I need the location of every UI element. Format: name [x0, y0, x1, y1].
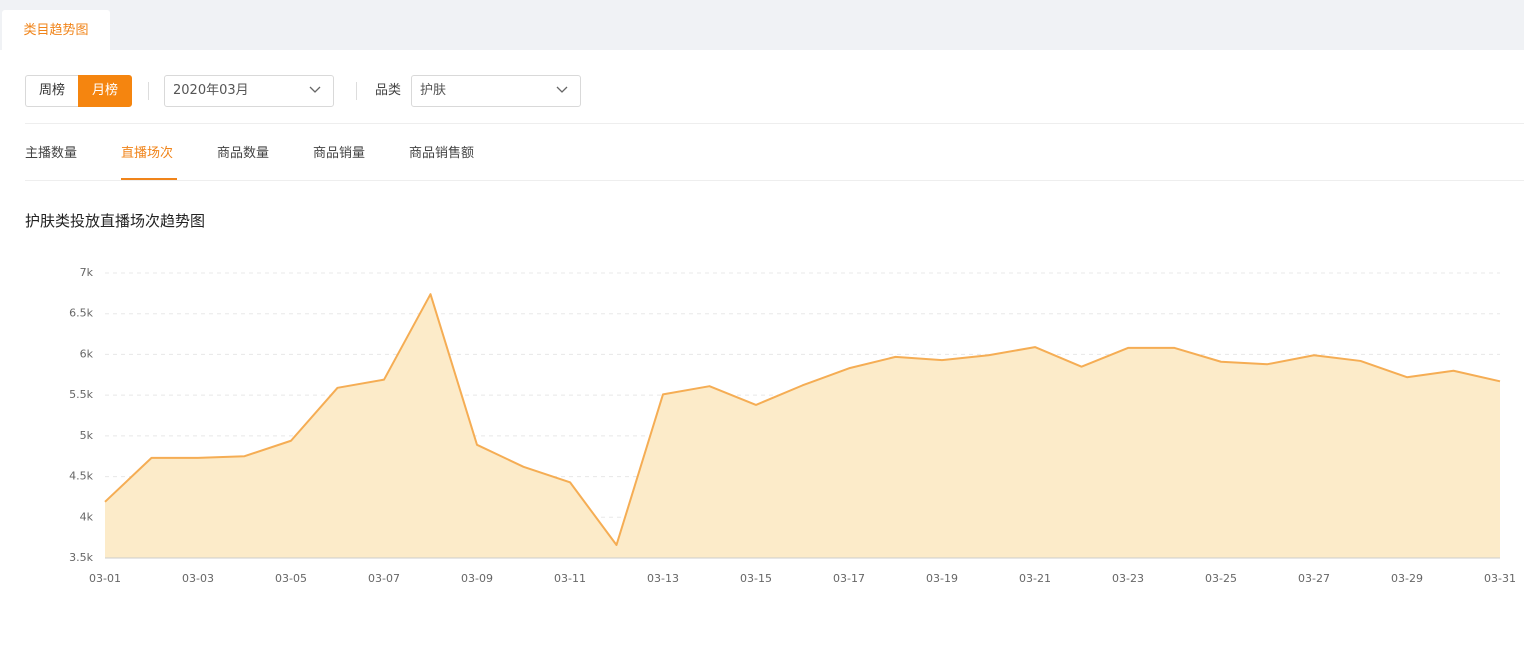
- x-tick-label: 03-27: [1298, 572, 1330, 585]
- divider: [25, 123, 1524, 124]
- y-tick-label: 5.5k: [69, 388, 93, 401]
- metric-tab[interactable]: 商品数量: [217, 146, 270, 161]
- divider: [25, 180, 1524, 181]
- x-tick-label: 03-19: [926, 572, 958, 585]
- month-select[interactable]: 2020年03月: [164, 75, 334, 107]
- metric-tab[interactable]: 主播数量: [25, 146, 78, 161]
- chart-title: 护肤类投放直播场次趋势图: [25, 212, 206, 230]
- x-tick-label: 03-25: [1205, 572, 1237, 585]
- y-tick-label: 4.5k: [69, 470, 93, 483]
- x-tick-label: 03-23: [1112, 572, 1144, 585]
- metric-tab[interactable]: 商品销售额: [409, 146, 475, 161]
- x-tick-label: 03-31: [1484, 572, 1516, 585]
- period-toggle: 周榜 月榜: [25, 75, 132, 107]
- chart: 3.5k 4k 4.5k 5k 5.5k 6k 6.5k 7k 03-01 03-03 03-05 0…: [69, 266, 1516, 585]
- x-tick-label: 03-11: [554, 572, 586, 585]
- y-tick-label: 5k: [80, 429, 94, 442]
- area: [105, 294, 1500, 558]
- y-tick-label: 6k: [80, 347, 94, 360]
- x-tick-label: 03-17: [833, 572, 865, 585]
- x-tick-label: 03-13: [647, 572, 679, 585]
- chevron: [309, 86, 321, 93]
- metric-tab[interactable]: 商品销量: [313, 146, 366, 161]
- separator: [148, 82, 149, 100]
- month-button[interactable]: 月榜: [78, 75, 132, 107]
- y-tick-label: 3.5k: [69, 551, 93, 564]
- x-tick-label: 03-15: [740, 572, 772, 585]
- top-tab[interactable]: 类目趋势图: [2, 10, 110, 50]
- x-tick-label: 03-21: [1019, 572, 1051, 585]
- x-tick-label: 03-29: [1391, 572, 1423, 585]
- x-tick-label: 03-09: [461, 572, 493, 585]
- chevron: [556, 86, 568, 93]
- line: [104, 293, 1501, 546]
- category-select[interactable]: 护肤: [411, 75, 581, 107]
- x-tick-label: 03-03: [182, 572, 214, 585]
- select-text: 护肤: [420, 83, 447, 98]
- x-tick-label: 03-01: [89, 572, 121, 585]
- separator: [356, 82, 357, 100]
- select-text: 2020年03月: [173, 83, 249, 98]
- y-tick-label: 4k: [80, 510, 94, 523]
- week-button[interactable]: 周榜: [25, 75, 78, 107]
- category-label: 品类: [375, 83, 402, 98]
- active-underline: [121, 178, 177, 180]
- x-tick-label: 03-07: [368, 572, 400, 585]
- y-tick-label: 6.5k: [69, 307, 93, 320]
- y-tick-label: 7k: [80, 266, 94, 279]
- x-tick-label: 03-05: [275, 572, 307, 585]
- metric-tab[interactable]: 直播场次: [121, 146, 174, 161]
- top-bar: [0, 0, 1524, 50]
